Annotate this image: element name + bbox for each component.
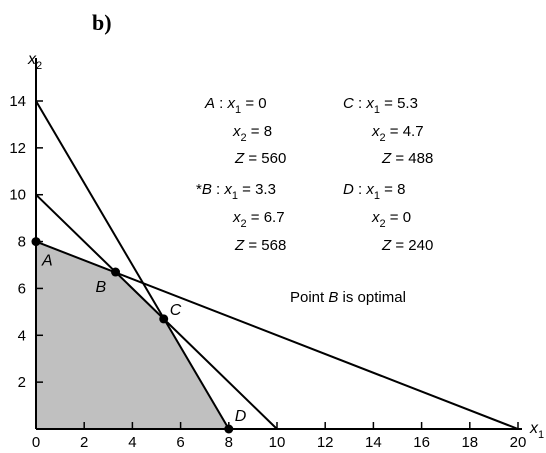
- plot-area: 0 2 4 6 8 10 12 14 16 18 20 2 4 6 8 10 12 14 A B C D: [9, 58, 526, 451]
- x-tick-label: 8: [225, 434, 233, 451]
- point-d: [224, 424, 234, 434]
- y-tick-label: 4: [18, 327, 26, 344]
- point-label-a: A: [41, 253, 53, 270]
- y-tick-label: 2: [18, 374, 26, 391]
- svg-text:*B : x1 = 3.3: *B : x1 = 3.3: [196, 181, 276, 202]
- x-tick-label: 12: [317, 434, 334, 451]
- constraint-line: [35, 100, 230, 430]
- x-tick-label: 6: [176, 434, 184, 451]
- svg-text:x2 = 8: x2 = 8: [232, 123, 272, 144]
- svg-text:Z = 240: Z = 240: [381, 237, 433, 254]
- x-axis-label: x1: [529, 420, 544, 441]
- point-label-d: D: [235, 408, 247, 425]
- feasible-region: [36, 241, 229, 429]
- x-tick-label: 14: [365, 434, 382, 451]
- point-label-b: B: [96, 279, 107, 296]
- y-tick-label: 10: [9, 187, 26, 204]
- x-tick-label: 4: [128, 434, 136, 451]
- svg-text:Z = 560: Z = 560: [234, 150, 286, 167]
- point-a: [31, 237, 41, 247]
- point-b: [111, 267, 121, 277]
- annotation-A: A : x1 = 0 x2 = 8 Z = 560: [204, 95, 286, 167]
- constraint-line: [35, 193, 278, 430]
- x-tick-label: 10: [269, 434, 286, 451]
- svg-text:Z = 488: Z = 488: [381, 150, 433, 167]
- point-label-c: C: [170, 302, 182, 319]
- svg-text:x2 = 6.7: x2 = 6.7: [232, 209, 285, 230]
- x-tick-label: 0: [32, 434, 40, 451]
- svg-text:Z = 568: Z = 568: [234, 237, 286, 254]
- annotation-B: *B : x1 = 3.3 x2 = 6.7 Z = 568: [196, 181, 286, 254]
- x-tick-label: 20: [510, 434, 527, 451]
- svg-text:x2 = 0: x2 = 0: [371, 209, 411, 230]
- y-tick-label: 6: [18, 280, 26, 297]
- annotation-C: C : x1 = 5.3 x2 = 4.7 Z = 488: [343, 95, 433, 167]
- y-tick-label: 8: [18, 234, 26, 251]
- x-tick-label: 18: [461, 434, 478, 451]
- panel-label: b): [92, 10, 112, 35]
- optimal-note: Point B is optimal: [290, 289, 406, 306]
- svg-text:D : x1 = 8: D : x1 = 8: [343, 181, 405, 202]
- svg-text:x2 = 4.7: x2 = 4.7: [371, 123, 424, 144]
- x-tick-label: 16: [413, 434, 430, 451]
- y-axis-label: x2: [27, 51, 42, 72]
- y-tick-label: 12: [9, 140, 26, 157]
- y-tick-label: 14: [9, 93, 26, 110]
- x-tick-label: 2: [80, 434, 88, 451]
- point-c: [159, 314, 169, 324]
- svg-text:A : x1 = 0: A : x1 = 0: [204, 95, 267, 116]
- annotation-D: D : x1 = 8 x2 = 0 Z = 240: [343, 181, 433, 254]
- svg-text:C : x1 = 5.3: C : x1 = 5.3: [343, 95, 418, 116]
